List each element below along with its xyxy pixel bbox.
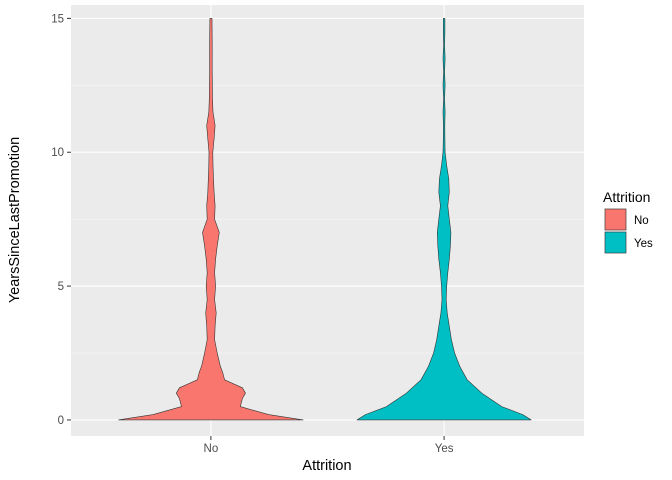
legend-entries: No Yes bbox=[604, 208, 653, 254]
legend-key-swatch bbox=[604, 231, 627, 254]
y-tick-label: 0 bbox=[58, 415, 64, 427]
x-axis-title: Attrition bbox=[302, 458, 351, 474]
x-axis-ticks: No Yes bbox=[204, 436, 454, 455]
violin-yes bbox=[356, 18, 532, 421]
legend-key-swatch bbox=[604, 208, 627, 231]
minor-gridlines bbox=[71, 85, 584, 354]
x-tick-label: Yes bbox=[435, 443, 454, 455]
legend: Attrition No Yes bbox=[603, 189, 653, 254]
y-tick-label: 5 bbox=[58, 281, 64, 293]
legend-title: Attrition bbox=[603, 189, 650, 205]
violin-no bbox=[118, 18, 304, 421]
y-tick-label: 10 bbox=[51, 147, 64, 159]
panel-background bbox=[71, 5, 584, 436]
x-tick-label: No bbox=[204, 443, 219, 455]
legend-label: Yes bbox=[634, 238, 653, 250]
y-axis-title: YearsSinceLastPromotion bbox=[7, 137, 23, 303]
y-tick-label: 15 bbox=[51, 13, 64, 25]
y-axis-ticks: 0 5 10 15 bbox=[51, 13, 71, 427]
violins bbox=[118, 18, 532, 421]
legend-label: No bbox=[634, 215, 649, 227]
